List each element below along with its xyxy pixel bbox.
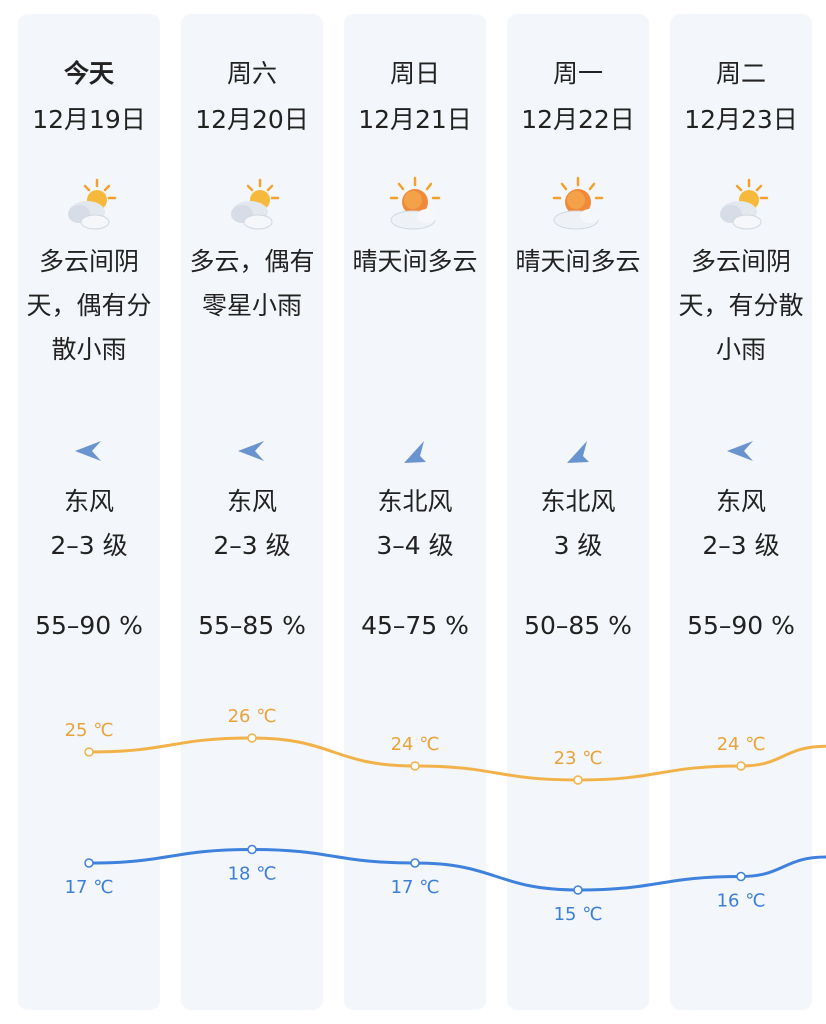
desc-line: 晴天间多云 <box>352 247 478 276</box>
low-temp-point <box>84 858 94 868</box>
low-temp-label: 17 ℃ <box>65 877 114 898</box>
low-temp-point <box>573 885 583 895</box>
desc-line: 多云间阴 <box>38 247 139 276</box>
wind-level: 2–3 级 <box>702 531 780 560</box>
date-label: 12月21日 <box>358 105 472 134</box>
wind-level: 3–4 级 <box>376 531 454 560</box>
sunny-cloudy-icon <box>344 174 486 254</box>
wind-east-arrow-icon <box>670 434 812 474</box>
low-temp-label: 17 ℃ <box>391 877 440 898</box>
wind-northeast-arrow-icon <box>344 434 486 474</box>
wind-level: 2–3 级 <box>50 531 128 560</box>
low-temp-label: 18 ℃ <box>228 864 277 885</box>
humidity: 55–90 % <box>35 611 143 640</box>
forecast-column-mon[interactable]: 周一 12月22日 晴天间多云 东北风 3 级 50–85 % <box>507 14 649 1010</box>
high-temp-label: 23 ℃ <box>554 748 603 769</box>
weather-description: 多云，偶有 零星小雨 <box>187 240 317 328</box>
wind-direction: 东北风 <box>540 487 616 516</box>
desc-line: 零星小雨 <box>201 291 302 320</box>
wind-direction: 东风 <box>63 487 114 516</box>
forecast-column-sat[interactable]: 周六 12月20日 多云，偶有 零星小雨 东风 2–3 级 55–85 % <box>181 14 323 1010</box>
day-label: 周一 <box>552 59 603 88</box>
forecast-column-sun[interactable]: 周日 12月21日 晴天间多云 东北风 3–4 级 45–75 % <box>344 14 486 1010</box>
day-label: 周日 <box>389 59 440 88</box>
wind-northeast-arrow-icon <box>507 434 649 474</box>
partly-cloudy-icon <box>670 174 812 254</box>
humidity: 45–75 % <box>361 611 469 640</box>
weather-description: 多云间阴 天，偶有分 散小雨 <box>24 240 154 372</box>
high-temp-label: 24 ℃ <box>717 734 766 755</box>
weather-description: 多云间阴 天，有分散 小雨 <box>676 240 806 372</box>
wind-east-arrow-icon <box>181 434 323 474</box>
low-temp-line <box>88 847 826 892</box>
high-temp-label: 26 ℃ <box>228 706 277 727</box>
date-label: 12月22日 <box>521 105 635 134</box>
high-temp-line <box>88 736 826 782</box>
date-label: 12月19日 <box>32 105 146 134</box>
day-label: 今天 <box>63 59 114 88</box>
wind-direction: 东北风 <box>377 487 453 516</box>
high-temp-point <box>247 733 257 743</box>
day-label: 周六 <box>226 59 277 88</box>
low-temp-point <box>247 844 257 855</box>
partly-cloudy-icon <box>18 174 160 254</box>
date-label: 12月20日 <box>195 105 309 134</box>
high-temp-point <box>410 761 420 771</box>
date-label: 12月23日 <box>684 105 798 134</box>
high-temp-label: 24 ℃ <box>391 734 440 755</box>
desc-line: 小雨 <box>715 335 766 364</box>
weather-description: 晴天间多云 <box>350 240 480 284</box>
wind-east-arrow-icon <box>18 434 160 474</box>
humidity: 50–85 % <box>524 611 632 640</box>
high-temp-point <box>736 761 746 771</box>
desc-line: 天，偶有分 <box>26 291 152 320</box>
low-temp-label: 15 ℃ <box>554 904 603 925</box>
desc-line: 散小雨 <box>51 335 127 364</box>
forecast-column-today[interactable]: 今天 12月19日 多云间阴 天，偶有分 散小雨 东风 2–3 级 55–90 <box>18 14 160 1010</box>
low-temp-point <box>410 858 420 868</box>
sunny-cloudy-icon <box>507 174 649 254</box>
high-temp-point <box>573 775 583 785</box>
desc-line: 晴天间多云 <box>515 247 641 276</box>
wind-level: 3 级 <box>553 531 603 560</box>
desc-line: 多云间阴 <box>690 247 791 276</box>
forecast-column-tue[interactable]: 周二 12月23日 多云间阴 天，有分散 小雨 东风 2–3 级 55–90 <box>670 14 812 1010</box>
wind-direction: 东风 <box>715 487 766 516</box>
humidity: 55–85 % <box>198 611 306 640</box>
desc-line: 多云，偶有 <box>189 247 315 276</box>
high-temp-label: 25 ℃ <box>65 720 114 741</box>
weather-description: 晴天间多云 <box>513 240 643 284</box>
high-temp-point <box>84 747 94 757</box>
desc-line: 天，有分散 <box>678 291 804 320</box>
humidity: 55–90 % <box>687 611 795 640</box>
partly-cloudy-icon <box>181 174 323 254</box>
low-temp-point <box>736 871 746 882</box>
day-label: 周二 <box>715 59 766 88</box>
wind-level: 2–3 级 <box>213 531 291 560</box>
low-temp-label: 16 ℃ <box>717 891 766 912</box>
wind-direction: 东风 <box>226 487 277 516</box>
